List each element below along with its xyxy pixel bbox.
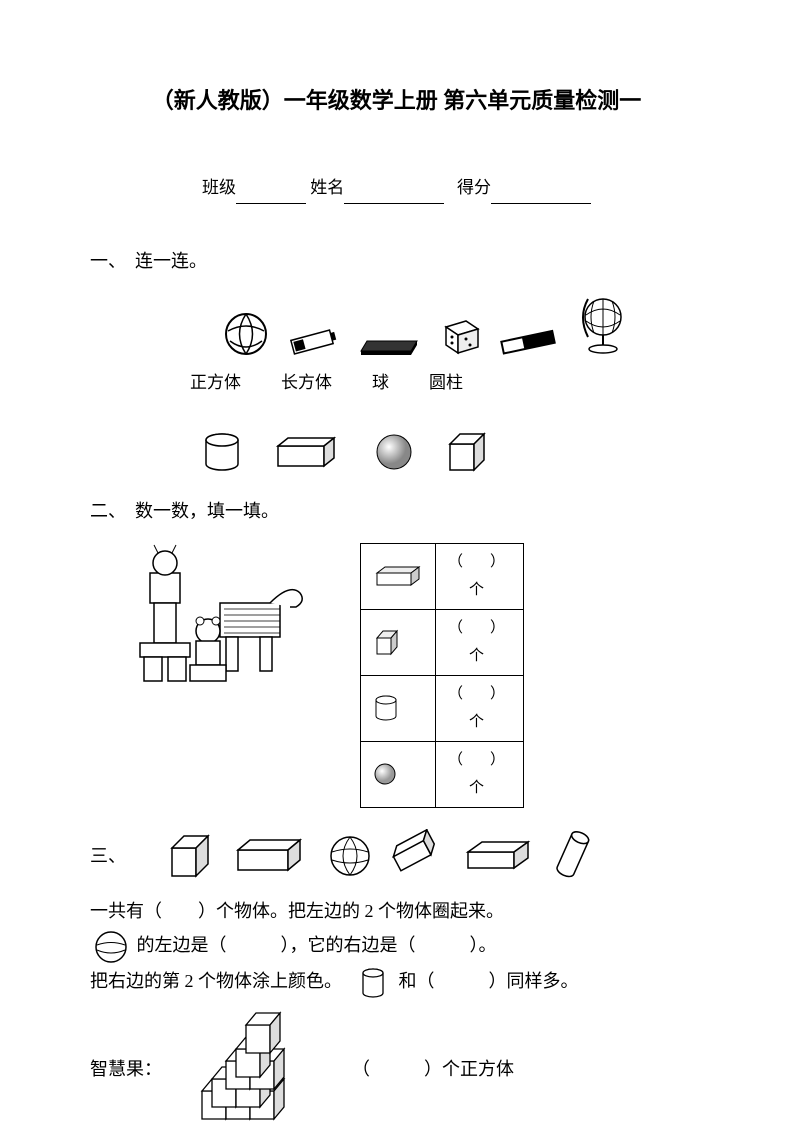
question-1: 一、 连一连。: [90, 244, 703, 473]
tilted-cuboid-icon: [390, 829, 446, 883]
inline-sphere-icon: [94, 930, 128, 964]
cell-sphere-count[interactable]: （ ）个: [436, 741, 524, 807]
cell-cuboid-count[interactable]: （ ）个: [436, 543, 524, 609]
globe-icon: [576, 293, 630, 357]
cube-icon: [166, 832, 216, 880]
page-title: （新人教版）一年级数学上册 第六单元质量检测一: [90, 80, 703, 122]
blank-class[interactable]: [236, 184, 306, 204]
table-row: （ ）个: [361, 609, 524, 675]
cell-cylinder-count[interactable]: （ ）个: [436, 675, 524, 741]
pencil-case-icon: [497, 327, 561, 357]
cell-cube-count[interactable]: （ ）个: [436, 609, 524, 675]
label-cube: 正方体: [190, 367, 241, 399]
inline-cylinder-icon: [360, 967, 386, 999]
label-cylinder: 圆柱: [429, 367, 463, 399]
q2-heading: 数一数，填一填。: [135, 501, 279, 521]
scene-illustration-icon: [130, 543, 340, 693]
table-row: （ ）个: [361, 675, 524, 741]
striped-sphere-icon: [328, 834, 372, 878]
cuboid-shape-icon: [274, 434, 344, 470]
blank-score[interactable]: [491, 184, 591, 204]
sphere-shape-icon: [374, 432, 414, 472]
battery-icon: [284, 327, 340, 357]
q1-objects: [150, 293, 703, 357]
q3-line2: 的左边是（ ），它的右边是（ ）。: [90, 928, 703, 964]
question-3: 三、 一共有（ ）个物体。把左边的 2 个物体圈起来。 的左边是（ ），它的右边…: [90, 828, 703, 1129]
label-score: 得分: [457, 178, 491, 197]
tilted-cylinder-icon: [552, 828, 592, 884]
bonus-question: 智慧果：: [90, 1009, 703, 1129]
q1-labels: 正方体 长方体 球 圆柱: [190, 367, 703, 399]
label-name: 姓名: [310, 178, 344, 197]
label-class: 班级: [202, 178, 236, 197]
label-cuboid: 长方体: [281, 367, 332, 399]
dice-icon: [436, 311, 482, 357]
table-row: （ ）个: [361, 741, 524, 807]
count-table: （ ）个 （ ）个 （ ）个 （ ）个: [360, 543, 524, 808]
blank-name[interactable]: [344, 184, 444, 204]
label-sphere: 球: [372, 367, 389, 399]
question-2: 二、 数一数，填一填。: [90, 494, 703, 808]
q3-line1: 一共有（ ）个物体。把左边的 2 个物体圈起来。: [90, 894, 703, 928]
cell-cuboid-icon: [361, 543, 436, 609]
cell-cube-icon: [361, 609, 436, 675]
eraser-box-icon: [355, 327, 421, 357]
q3-shape-row: [166, 828, 592, 884]
cube-shape-icon: [444, 430, 490, 474]
q3-line3: 把右边的第 2 个物体涂上颜色。 和（ ）同样多。: [90, 964, 703, 999]
q2-number: 二、: [90, 501, 126, 521]
bonus-label: 智慧果：: [90, 1052, 162, 1086]
q1-number: 一、: [90, 251, 126, 271]
q3-number: 三、: [90, 839, 126, 873]
cell-cylinder-icon: [361, 675, 436, 741]
cylinder-shape-icon: [200, 430, 244, 474]
cuboid-icon: [234, 838, 310, 874]
q3-text-block: 一共有（ ）个物体。把左边的 2 个物体圈起来。 的左边是（ ），它的右边是（ …: [90, 894, 703, 1129]
bonus-text: （ ）个正方体: [352, 1052, 514, 1086]
table-row: （ ）个: [361, 543, 524, 609]
volleyball-icon: [223, 311, 269, 357]
cell-sphere-icon: [361, 741, 436, 807]
student-info-line: 班级 姓名 得分: [90, 172, 703, 204]
flat-cuboid-icon: [464, 838, 534, 874]
q1-heading: 连一连。: [135, 251, 207, 271]
q1-target-shapes: [200, 430, 703, 474]
stacked-cubes-icon: [192, 1009, 322, 1129]
